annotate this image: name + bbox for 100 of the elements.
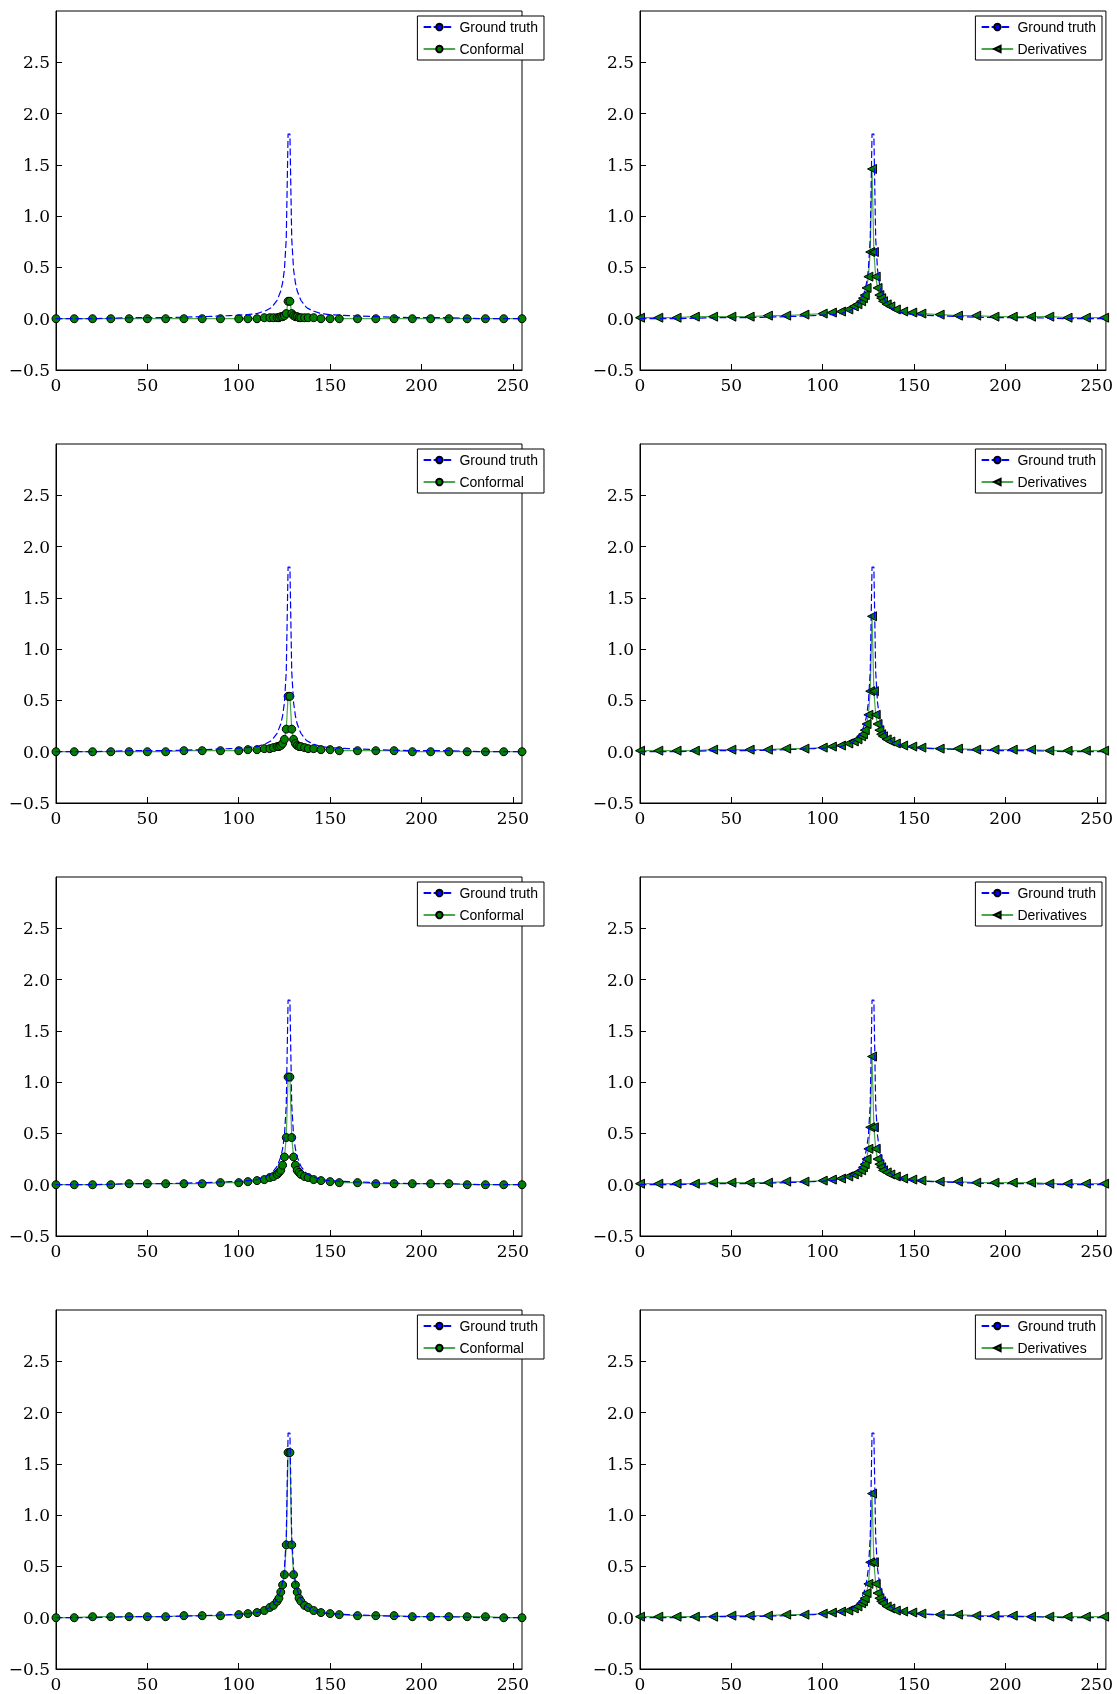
y-tick-label: 0.0: [22, 308, 50, 329]
y-tick-label: 1.5: [606, 1020, 634, 1041]
x-tick-label: 200: [989, 374, 1022, 395]
y-tick-label: 1.5: [22, 154, 50, 175]
y-tick-label: 0.5: [606, 690, 634, 711]
y-tick-label: 0.0: [606, 741, 634, 762]
y-tick-label: 0.0: [22, 741, 50, 762]
y-tick-label: 0.5: [22, 1123, 50, 1144]
y-tick-label: 0.0: [22, 1174, 50, 1195]
x-tick-label: 200: [405, 807, 438, 828]
y-tick-label: −0.5: [592, 360, 634, 380]
x-tick-label: 0: [50, 1240, 62, 1261]
y-tick-label: 1.0: [606, 639, 634, 660]
y-tick-label: 2.0: [22, 969, 50, 990]
y-tick-label: −0.5: [592, 1659, 634, 1679]
x-tick-label: 0: [634, 1673, 646, 1694]
y-tick-label: 2.0: [606, 536, 634, 557]
y-tick-label: 1.0: [22, 1505, 50, 1526]
y-tick-label: 0.0: [22, 1607, 50, 1628]
x-tick-label: 100: [806, 374, 839, 395]
x-tick-label: 50: [720, 807, 743, 828]
x-tick-label: 150: [897, 1673, 931, 1694]
y-tick-label: 0.5: [22, 1556, 50, 1577]
x-tick-label: 200: [405, 374, 438, 395]
y-tick-label: −0.5: [8, 1226, 50, 1246]
legend-label: Derivatives: [1017, 474, 1087, 490]
y-tick-label: 2.5: [606, 52, 634, 73]
y-tick-label: −0.5: [592, 793, 634, 813]
y-tick-label: 2.5: [22, 485, 50, 506]
x-tick-label: 50: [136, 1673, 159, 1694]
legend-label: Ground truth: [459, 885, 539, 901]
x-tick-label: 0: [634, 374, 646, 395]
x-tick-label: 200: [405, 1673, 438, 1694]
x-tick-label: 100: [222, 1240, 255, 1261]
y-tick-label: 0.5: [606, 1123, 634, 1144]
x-tick-label: 0: [50, 1673, 62, 1694]
legend-label: Ground truth: [1017, 452, 1097, 468]
legend-label: Ground truth: [459, 452, 539, 468]
x-tick-label: 100: [806, 1673, 839, 1694]
x-tick-label: 50: [136, 807, 159, 828]
y-tick-label: 1.5: [22, 1453, 50, 1474]
y-tick-label: −0.5: [8, 1659, 50, 1679]
x-tick-label: 100: [222, 374, 255, 395]
y-tick-label: 1.5: [606, 1453, 634, 1474]
legend-label: Ground truth: [459, 19, 539, 35]
x-tick-label: 100: [222, 1673, 255, 1694]
y-tick-label: −0.5: [8, 360, 50, 380]
x-tick-label: 250: [496, 1673, 530, 1694]
legend-label: Conformal: [459, 474, 524, 490]
x-tick-label: 100: [222, 807, 255, 828]
x-tick-label: 200: [989, 1673, 1022, 1694]
y-tick-label: 2.0: [606, 1402, 634, 1423]
y-tick-label: −0.5: [8, 793, 50, 813]
legend-label: Derivatives: [1017, 1340, 1087, 1356]
y-tick-label: 1.0: [22, 1072, 50, 1093]
y-tick-label: 2.5: [22, 918, 50, 939]
x-tick-label: 50: [136, 374, 159, 395]
x-tick-label: 250: [496, 374, 530, 395]
y-tick-label: 2.0: [22, 536, 50, 557]
y-tick-label: 2.0: [22, 103, 50, 124]
y-tick-label: 0.5: [22, 257, 50, 278]
y-tick-label: 2.0: [606, 103, 634, 124]
legend-label: Conformal: [459, 41, 524, 57]
y-tick-label: 0.0: [606, 308, 634, 329]
y-tick-label: 2.0: [606, 969, 634, 990]
y-tick-label: 2.5: [22, 1351, 50, 1372]
x-tick-label: 150: [313, 807, 347, 828]
x-tick-label: 50: [720, 1673, 743, 1694]
legend-label: Ground truth: [1017, 885, 1097, 901]
legend-label: Derivatives: [1017, 907, 1087, 923]
x-tick-label: 250: [496, 1240, 530, 1261]
x-tick-label: 150: [313, 1673, 347, 1694]
x-tick-label: 200: [989, 1240, 1022, 1261]
x-tick-label: 150: [897, 1240, 931, 1261]
y-tick-label: 1.0: [606, 1505, 634, 1526]
x-tick-label: 100: [806, 1240, 839, 1261]
y-tick-label: 1.0: [22, 639, 50, 660]
x-tick-label: 0: [50, 807, 62, 828]
y-tick-label: 2.0: [22, 1402, 50, 1423]
y-tick-label: 1.0: [606, 206, 634, 227]
x-tick-label: 250: [496, 807, 530, 828]
y-tick-label: 0.0: [606, 1174, 634, 1195]
legend-label: Conformal: [459, 907, 524, 923]
y-tick-label: 2.5: [606, 918, 634, 939]
y-tick-label: 1.5: [22, 587, 50, 608]
y-tick-label: 1.5: [22, 1020, 50, 1041]
y-tick-label: 0.5: [606, 257, 634, 278]
x-tick-label: 250: [1080, 807, 1113, 828]
x-tick-label: 200: [405, 1240, 438, 1261]
legend-label: Ground truth: [1017, 19, 1097, 35]
x-tick-label: 50: [720, 374, 743, 395]
x-tick-label: 150: [313, 1240, 347, 1261]
x-tick-label: 0: [50, 374, 62, 395]
x-tick-label: 250: [1080, 374, 1113, 395]
x-tick-label: 0: [634, 1240, 646, 1261]
x-tick-label: 100: [806, 807, 839, 828]
x-tick-label: 150: [897, 374, 931, 395]
y-tick-label: 1.0: [606, 1072, 634, 1093]
x-tick-label: 250: [1080, 1240, 1113, 1261]
x-tick-label: 50: [720, 1240, 743, 1261]
